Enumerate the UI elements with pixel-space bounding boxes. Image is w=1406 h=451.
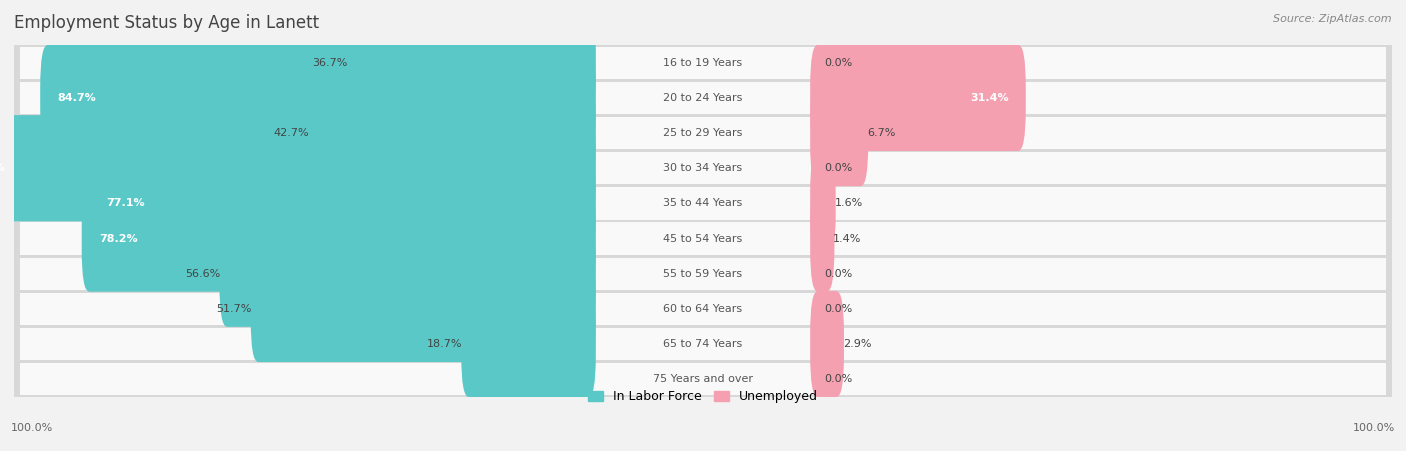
FancyBboxPatch shape: [461, 291, 596, 397]
Text: 6.7%: 6.7%: [868, 128, 896, 138]
Bar: [14, 327, 1392, 362]
Bar: [14, 80, 1392, 115]
Legend: In Labor Force, Unemployed: In Labor Force, Unemployed: [583, 385, 823, 408]
FancyBboxPatch shape: [810, 185, 834, 292]
Bar: [21, 46, 1385, 79]
Bar: [21, 152, 1385, 184]
Text: 1.4%: 1.4%: [834, 234, 862, 244]
FancyBboxPatch shape: [810, 80, 869, 186]
Bar: [14, 186, 1392, 221]
FancyBboxPatch shape: [0, 115, 596, 221]
Bar: [21, 222, 1385, 255]
Text: Source: ZipAtlas.com: Source: ZipAtlas.com: [1274, 14, 1392, 23]
Text: 65 to 74 Years: 65 to 74 Years: [664, 339, 742, 349]
Text: 75 Years and over: 75 Years and over: [652, 374, 754, 384]
Bar: [14, 362, 1392, 397]
Text: 25 to 29 Years: 25 to 29 Years: [664, 128, 742, 138]
FancyBboxPatch shape: [810, 291, 844, 397]
Text: 1.6%: 1.6%: [834, 198, 863, 208]
Bar: [21, 363, 1385, 396]
Text: 30 to 34 Years: 30 to 34 Years: [664, 163, 742, 173]
FancyBboxPatch shape: [346, 9, 596, 116]
Text: 2.9%: 2.9%: [842, 339, 872, 349]
Bar: [21, 117, 1385, 149]
Bar: [21, 82, 1385, 114]
Text: 55 to 59 Years: 55 to 59 Years: [664, 269, 742, 279]
Text: 0.0%: 0.0%: [824, 374, 852, 384]
FancyBboxPatch shape: [82, 185, 596, 292]
Bar: [14, 291, 1392, 327]
FancyBboxPatch shape: [810, 45, 1026, 151]
Bar: [14, 115, 1392, 151]
Text: 31.4%: 31.4%: [970, 93, 1008, 103]
Bar: [21, 293, 1385, 325]
Bar: [21, 187, 1385, 220]
Text: 84.7%: 84.7%: [58, 93, 96, 103]
Bar: [14, 221, 1392, 256]
Text: 100.0%: 100.0%: [11, 423, 53, 433]
Bar: [21, 258, 1385, 290]
Text: 100.0%: 100.0%: [0, 163, 6, 173]
Text: 78.2%: 78.2%: [98, 234, 138, 244]
Text: 42.7%: 42.7%: [274, 128, 309, 138]
Text: 0.0%: 0.0%: [824, 58, 852, 68]
Text: 0.0%: 0.0%: [824, 269, 852, 279]
Text: 20 to 24 Years: 20 to 24 Years: [664, 93, 742, 103]
Text: 16 to 19 Years: 16 to 19 Years: [664, 58, 742, 68]
FancyBboxPatch shape: [250, 256, 596, 362]
Text: 51.7%: 51.7%: [217, 304, 252, 314]
Text: 0.0%: 0.0%: [824, 304, 852, 314]
Bar: [14, 256, 1392, 291]
Text: 77.1%: 77.1%: [105, 198, 145, 208]
Bar: [14, 45, 1392, 80]
FancyBboxPatch shape: [219, 221, 596, 327]
Text: 35 to 44 Years: 35 to 44 Years: [664, 198, 742, 208]
Text: 100.0%: 100.0%: [1353, 423, 1395, 433]
FancyBboxPatch shape: [810, 150, 835, 257]
Text: 36.7%: 36.7%: [312, 58, 347, 68]
FancyBboxPatch shape: [41, 45, 596, 151]
Text: 60 to 64 Years: 60 to 64 Years: [664, 304, 742, 314]
Bar: [14, 151, 1392, 186]
Bar: [21, 328, 1385, 360]
FancyBboxPatch shape: [89, 150, 596, 257]
Text: Employment Status by Age in Lanett: Employment Status by Age in Lanett: [14, 14, 319, 32]
Text: 56.6%: 56.6%: [186, 269, 221, 279]
Text: 0.0%: 0.0%: [824, 163, 852, 173]
FancyBboxPatch shape: [308, 80, 596, 186]
Text: 18.7%: 18.7%: [427, 339, 463, 349]
Text: 45 to 54 Years: 45 to 54 Years: [664, 234, 742, 244]
